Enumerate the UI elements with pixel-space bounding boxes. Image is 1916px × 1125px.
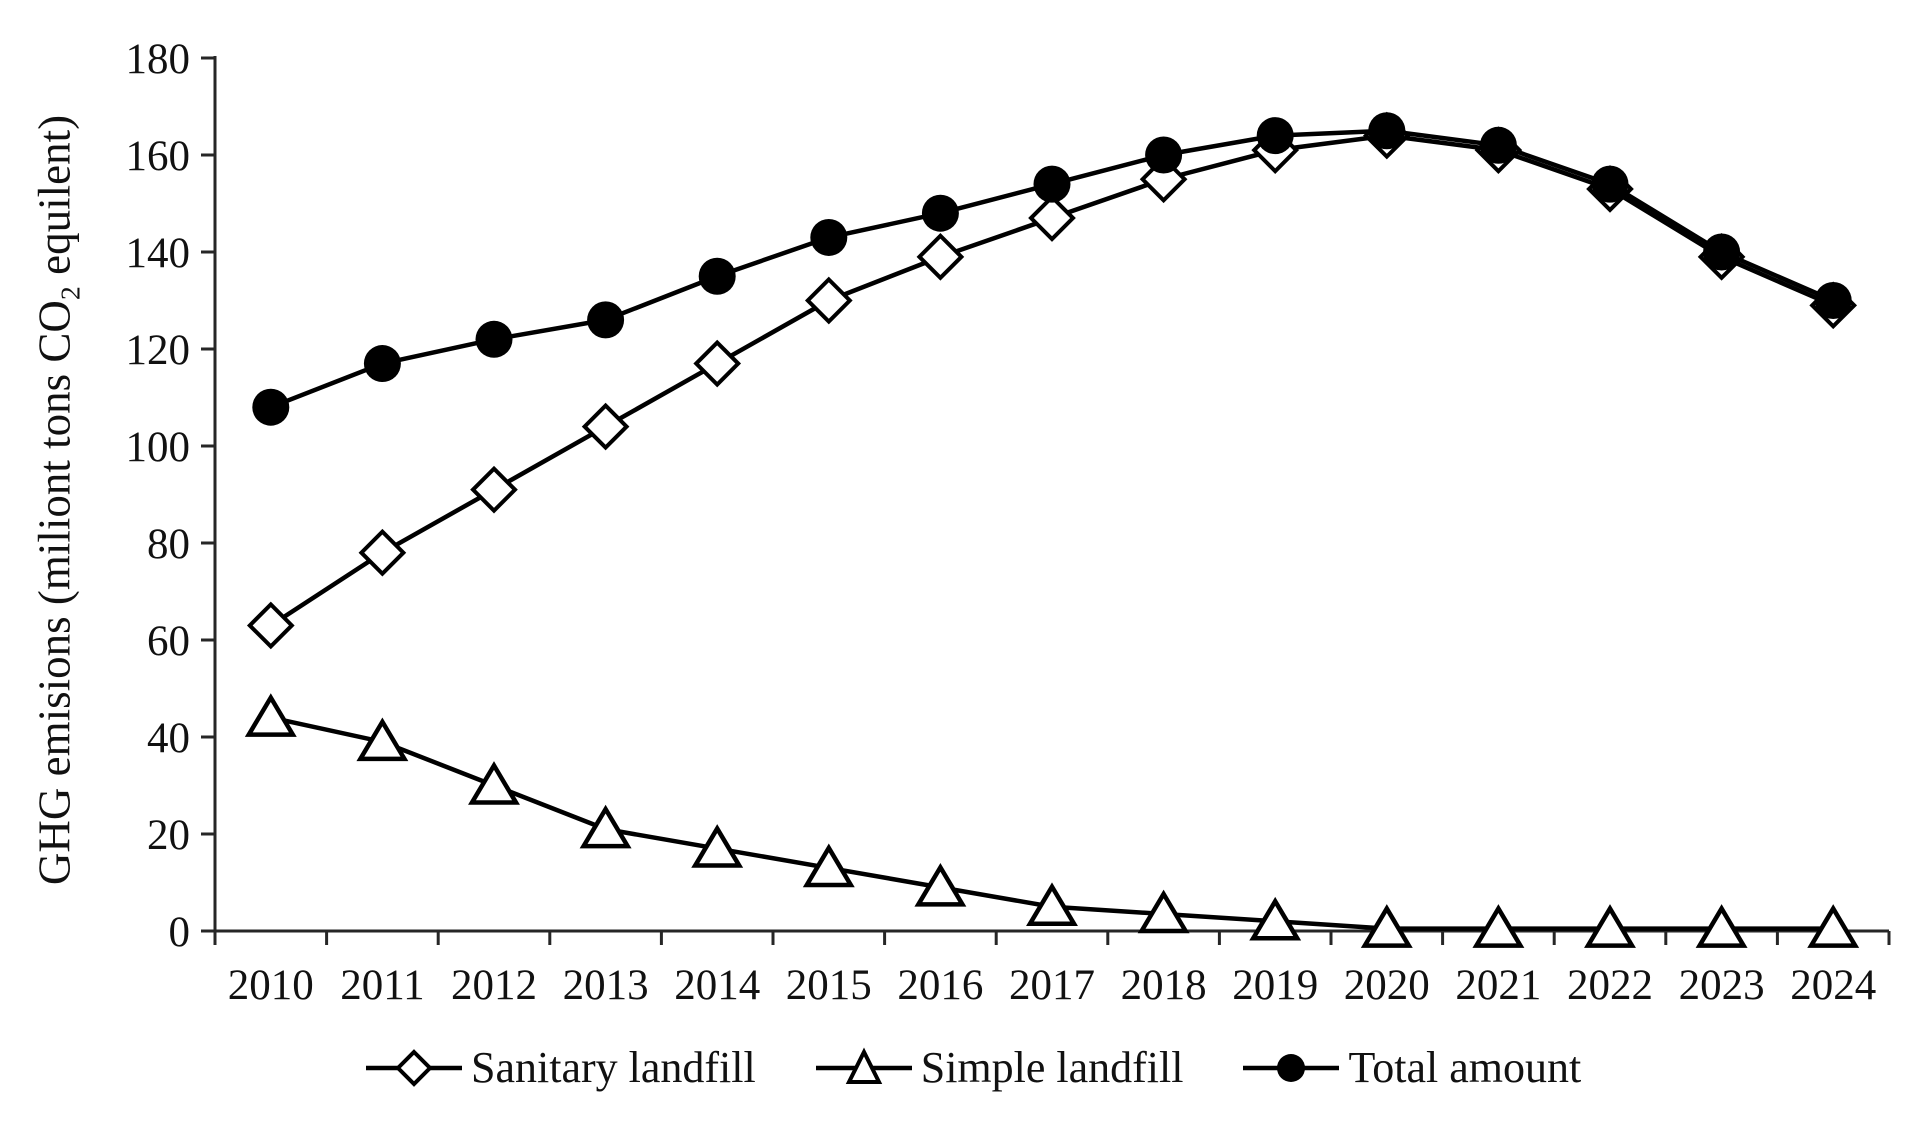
x-tick-label: 2021: [1455, 962, 1541, 1009]
x-tick-label: 2010: [228, 962, 314, 1009]
y-tick-label: 180: [126, 36, 191, 83]
triangle-open-marker-icon: [815, 1047, 912, 1084]
y-axis-title: GHG emisions (miliont tons CO2 equilent): [29, 115, 88, 885]
y-axis-title-text: GHG emisions (miliont tons CO: [29, 300, 80, 886]
series-markers-simple-landfill: [244, 693, 1860, 948]
legend-item-sanitary-landfill: Sanitary landfill: [366, 1042, 756, 1093]
y-tick-label: 160: [126, 133, 191, 180]
x-tick-label: 2012: [451, 962, 537, 1009]
chart-legend: Sanitary landfill Simple landfill Total …: [366, 1042, 1581, 1093]
legend-label: Sanitary landfill: [471, 1043, 756, 1092]
x-tick-label: 2014: [674, 962, 760, 1009]
y-axis-title-text-end: equilent): [29, 114, 80, 287]
legend-item-total-amount: Total amount: [1243, 1042, 1581, 1093]
y-tick-label: 80: [147, 521, 190, 568]
y-tick-label: 40: [147, 715, 190, 762]
x-tick-label: 2020: [1344, 962, 1430, 1009]
x-tick-label: 2015: [786, 962, 872, 1009]
y-tick-label: 60: [147, 618, 190, 665]
x-tick-label: 2023: [1679, 962, 1765, 1009]
x-tick-label: 2019: [1232, 962, 1318, 1009]
circle-filled-marker-icon: [1243, 1053, 1340, 1082]
y-tick-label: 140: [126, 230, 191, 277]
series-lines: [269, 128, 1835, 931]
y-tick-label: 120: [126, 327, 191, 374]
x-tick-label: 2016: [897, 962, 983, 1009]
y-axis-title-subscript: 2: [55, 286, 87, 301]
y-tick-label: 100: [126, 424, 191, 471]
axis-tick-labels: 0 20 40 60 80 100 120 140 160 180 2010 2011 2012 2013…: [126, 36, 1877, 1009]
diamond-open-marker-icon: [366, 1048, 462, 1087]
legend-label: Simple landfill: [920, 1043, 1184, 1092]
y-tick-label: 0: [169, 909, 191, 956]
x-tick-label: 2017: [1009, 962, 1095, 1009]
series-markers-total-amount: [252, 112, 1852, 426]
y-tick-label: 20: [147, 812, 190, 859]
x-tick-label: 2018: [1121, 962, 1207, 1009]
x-tick-label: 2011: [340, 962, 424, 1009]
x-tick-label: 2013: [563, 962, 649, 1009]
x-tick-label: 2022: [1567, 962, 1653, 1009]
x-tick-label: 2024: [1790, 962, 1876, 1009]
legend-item-simple-landfill: Simple landfill: [815, 1042, 1184, 1093]
legend-label: Total amount: [1348, 1043, 1582, 1092]
